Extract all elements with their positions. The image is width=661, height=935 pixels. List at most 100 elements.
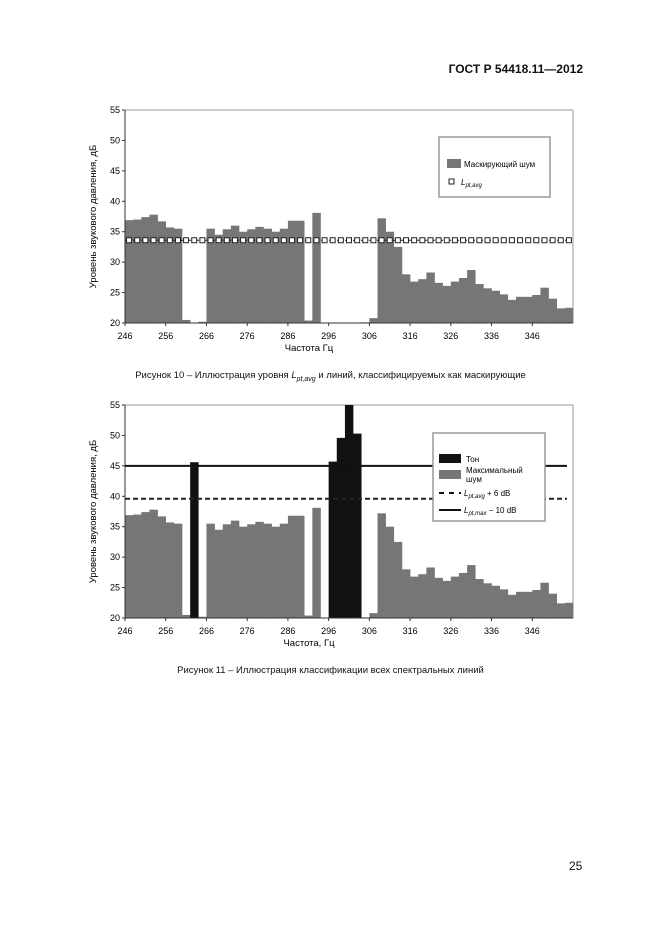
noise-bar xyxy=(507,299,517,323)
lpt-avg-marker xyxy=(411,237,418,244)
y-tick-label: 45 xyxy=(110,461,120,471)
lpt-avg-marker xyxy=(508,237,515,244)
noise-bar xyxy=(483,583,492,618)
noise-bar xyxy=(442,285,452,323)
legend-symbol: L xyxy=(461,178,465,187)
x-tick-label: 306 xyxy=(362,626,377,636)
noise-bar xyxy=(564,602,574,618)
noise-bar xyxy=(304,320,313,323)
figure-10-caption: Рисунок 10 – Иллюстрация уровня Lpt,avg … xyxy=(0,370,661,383)
x-tick-label: 326 xyxy=(443,331,458,341)
x-tick-label: 336 xyxy=(484,626,499,636)
noise-bar xyxy=(499,294,509,323)
figure-10-chart: 20 25 30 35 40 45 50 55 246 256 266 276 286 296 306 316… xyxy=(88,105,574,354)
noise-bar xyxy=(467,565,476,618)
noise-bar xyxy=(540,582,549,618)
noise-bar xyxy=(239,526,248,618)
noise-bar xyxy=(271,526,281,618)
noise-bar xyxy=(515,296,525,323)
noise-bar xyxy=(507,594,517,618)
noise-bar xyxy=(247,524,256,618)
noise-bar xyxy=(532,295,541,323)
lpt-avg-marker xyxy=(468,237,475,244)
noise-bar xyxy=(426,567,435,618)
legend-tone-label: Тон xyxy=(466,455,479,464)
lpt-avg-marker xyxy=(199,237,206,244)
noise-bar xyxy=(296,515,305,618)
noise-bar xyxy=(418,279,427,323)
lpt-avg-marker xyxy=(492,237,499,244)
noise-bar xyxy=(556,603,566,618)
legend-noise-swatch xyxy=(447,159,461,168)
noise-bar xyxy=(214,529,224,618)
x-tick-label: 306 xyxy=(362,331,377,341)
y-tick-label: 20 xyxy=(110,318,120,328)
lpt-avg-marker xyxy=(166,237,173,244)
lpt-avg-marker xyxy=(329,237,336,244)
document-header: ГОСТ Р 54418.11—2012 xyxy=(448,62,583,76)
noise-bar xyxy=(458,277,468,323)
x-tick-label: 336 xyxy=(484,331,499,341)
noise-bar xyxy=(279,228,289,323)
noise-bar xyxy=(491,585,500,618)
lpt-avg-marker xyxy=(541,237,548,244)
noise-bar xyxy=(157,516,167,618)
noise-bar xyxy=(499,589,509,618)
noise-bar xyxy=(418,574,427,618)
noise-bar xyxy=(247,229,256,323)
noise-bar xyxy=(491,290,500,323)
legend-noise-label-2: шум xyxy=(466,475,482,484)
noise-bar xyxy=(279,523,289,618)
legend-line-label: Lpt,avg + 6 dB xyxy=(464,489,510,500)
lpt-avg-marker xyxy=(549,237,556,244)
noise-bar xyxy=(222,524,232,618)
lpt-avg-marker xyxy=(256,237,263,244)
legend-name-sub: pt,max xyxy=(467,511,487,517)
noise-bar xyxy=(182,614,191,618)
noise-bar xyxy=(230,225,240,323)
x-tick-label: 296 xyxy=(321,331,336,341)
lpt-avg-marker xyxy=(370,237,377,244)
y-tick-label: 50 xyxy=(110,135,120,145)
lpt-avg-marker xyxy=(435,237,442,244)
noise-bar xyxy=(149,509,158,618)
lpt-avg-marker xyxy=(158,237,165,244)
lpt-avg-marker xyxy=(134,237,141,244)
noise-bar xyxy=(410,576,419,618)
y-tick-label: 30 xyxy=(110,552,120,562)
noise-bar xyxy=(255,226,264,323)
noise-bar xyxy=(524,591,533,618)
lpt-avg-marker xyxy=(419,237,426,244)
y-tick-label: 40 xyxy=(110,491,120,501)
lpt-avg-marker xyxy=(354,237,361,244)
lpt-avg-marker xyxy=(451,237,458,244)
noise-bar xyxy=(304,615,313,618)
x-tick-label: 246 xyxy=(117,626,132,636)
lpt-avg-marker xyxy=(191,237,198,244)
noise-bar xyxy=(287,515,297,618)
lpt-avg-marker xyxy=(500,237,507,244)
caption-text-end: и линий, классифицируемых как маскирующи… xyxy=(315,370,526,381)
y-tick-label: 40 xyxy=(110,196,120,206)
lpt-avg-marker xyxy=(183,237,190,244)
x-tick-label: 326 xyxy=(443,626,458,636)
lpt-avg-marker xyxy=(223,237,230,244)
lpt-avg-marker xyxy=(517,237,524,244)
lpt-avg-marker xyxy=(476,237,483,244)
noise-bar xyxy=(377,218,386,323)
legend-noise-swatch xyxy=(439,470,461,479)
noise-bar xyxy=(369,318,378,323)
x-axis-title: Частота Гц xyxy=(285,343,334,354)
tone-bar xyxy=(328,461,338,618)
lpt-avg-marker xyxy=(525,237,532,244)
figure-11-chart: 20 25 30 35 40 45 50 55 246 256 266 276 286 296 306 316… xyxy=(88,400,574,649)
noise-bar xyxy=(515,591,525,618)
noise-bar xyxy=(556,308,566,323)
noise-bar xyxy=(255,521,264,618)
noise-bar xyxy=(206,523,215,618)
legend-lpt-avg-label: Lpt,avg xyxy=(461,178,482,189)
legend-name-sym: L xyxy=(464,506,468,515)
x-tick-label: 346 xyxy=(525,626,540,636)
lpt-avg-marker xyxy=(174,237,181,244)
